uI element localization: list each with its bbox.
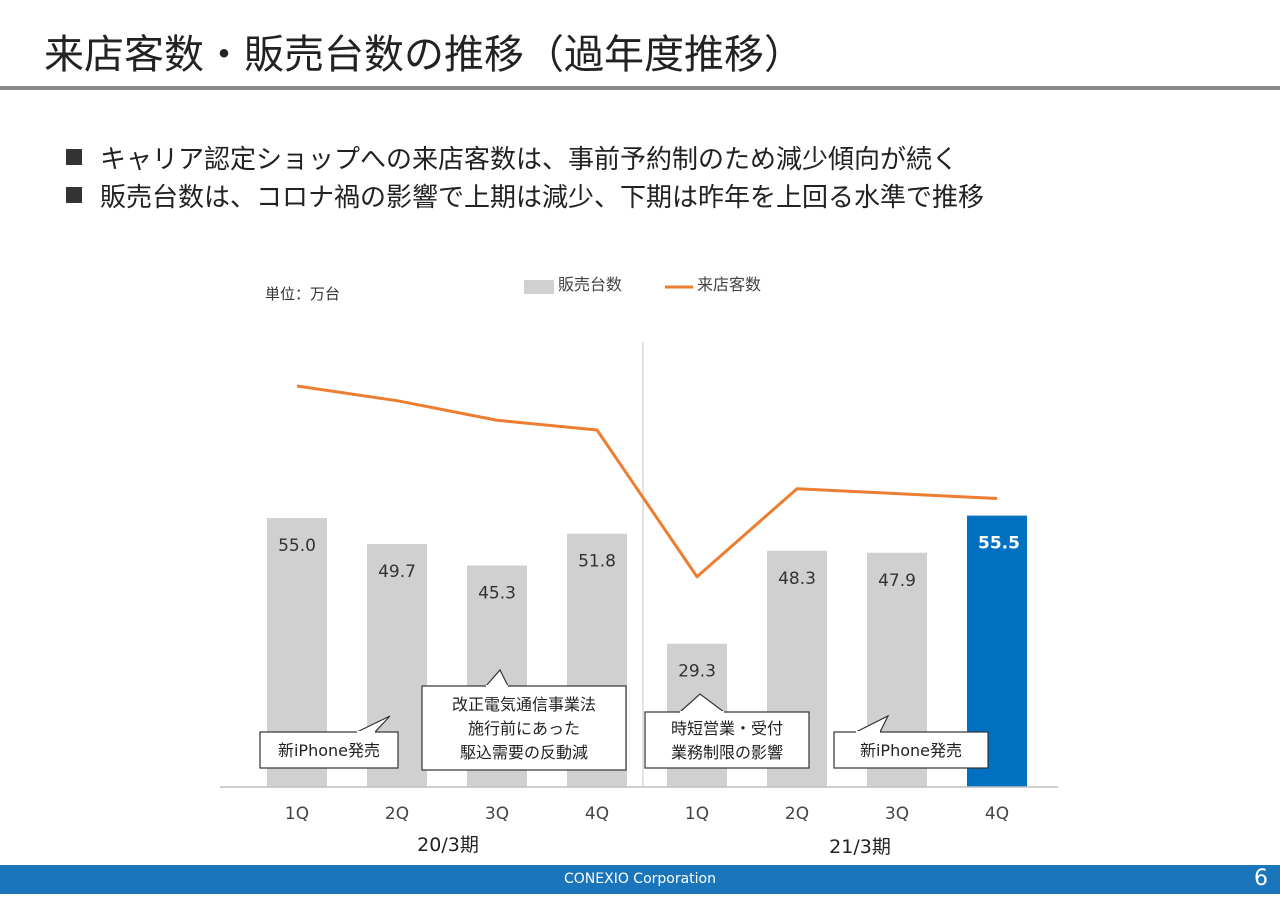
period-label: 21/3期 bbox=[829, 836, 891, 858]
bullet-text: キャリア認定ショップへの来店客数は、事前予約制のため減少傾向が続く bbox=[100, 144, 959, 175]
legend-swatch-bar bbox=[524, 280, 554, 294]
visitors-line bbox=[296, 384, 998, 579]
bullet-item: キャリア認定ショップへの来店客数は、事前予約制のため減少傾向が続く bbox=[66, 138, 984, 176]
bullet-list: キャリア認定ショップへの来店客数は、事前予約制のため減少傾向が続く 販売台数は、… bbox=[66, 138, 984, 214]
callout-text: 改正電気通信事業法 bbox=[452, 695, 596, 714]
footer-company: CONEXIO Corporation bbox=[563, 871, 716, 887]
bar-value-label: 45.3 bbox=[478, 583, 516, 603]
x-tick-label: 3Q bbox=[485, 804, 509, 824]
unit-label: 単位：万台 bbox=[265, 285, 340, 303]
x-tick-label: 2Q bbox=[785, 804, 809, 824]
callout-box bbox=[833, 731, 989, 769]
callout-text: 新iPhone発売 bbox=[860, 741, 962, 760]
callout-box bbox=[259, 731, 399, 769]
x-tick-label: 4Q bbox=[585, 804, 609, 824]
bar-value-label: 29.3 bbox=[678, 662, 716, 682]
callout-text: 時短営業・受付 bbox=[671, 719, 783, 738]
bullet-item: 販売台数は、コロナ禍の影響で上期は減少、下期は昨年を上回る水準で推移 bbox=[66, 176, 984, 214]
legend-label-bar: 販売台数 bbox=[558, 275, 622, 294]
bullet-square-icon bbox=[66, 149, 82, 165]
callout-box bbox=[644, 711, 810, 769]
x-tick-label: 2Q bbox=[385, 804, 409, 824]
x-tick-label: 1Q bbox=[285, 804, 309, 824]
period-label: 20/3期 bbox=[417, 834, 479, 856]
title-divider bbox=[0, 86, 1280, 90]
x-tick-label: 3Q bbox=[885, 804, 909, 824]
x-tick-label: 4Q bbox=[985, 804, 1009, 824]
legend-label-line: 来店客数 bbox=[697, 275, 761, 294]
callout-text: 新iPhone発売 bbox=[278, 741, 380, 760]
bar-value-label: 49.7 bbox=[378, 562, 416, 582]
callout-box bbox=[421, 685, 627, 771]
bar-value-label: 47.9 bbox=[878, 571, 916, 591]
bar-value-label: 51.8 bbox=[578, 552, 616, 572]
sales-visitors-chart: 単位：万台 販売台数 来店客数 55.0 49.7 45.3 51.8 29.3 48.3 47.… bbox=[220, 275, 1058, 858]
page-title: 来店客数・販売台数の推移（過年度推移） bbox=[44, 32, 804, 78]
bar-value-label: 55.5 bbox=[978, 534, 1020, 554]
callout-text: 業務制限の影響 bbox=[671, 743, 783, 762]
bullet-text: 販売台数は、コロナ禍の影響で上期は減少、下期は昨年を上回る水準で推移 bbox=[100, 182, 985, 213]
callout-text: 駆込需要の反動減 bbox=[460, 743, 588, 762]
bar-value-label: 48.3 bbox=[778, 569, 816, 589]
bar-value-label: 55.0 bbox=[278, 536, 316, 556]
footer-bar: CONEXIO Corporation 6 bbox=[0, 865, 1280, 894]
page-number: 6 bbox=[1254, 866, 1268, 891]
bullet-square-icon bbox=[66, 187, 82, 203]
x-tick-label: 1Q bbox=[685, 804, 709, 824]
callout-text: 施行前にあった bbox=[468, 719, 580, 738]
